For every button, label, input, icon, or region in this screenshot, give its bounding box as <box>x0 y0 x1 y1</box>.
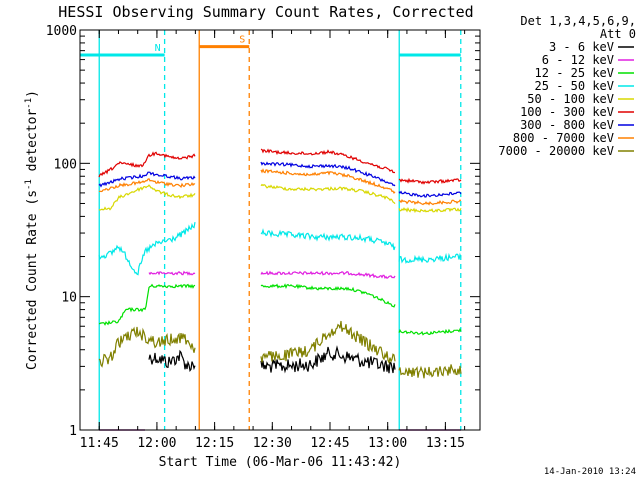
y-axis-label: Corrected Count Rate (s-1 detector-1) <box>24 90 40 370</box>
x-axis: 11:45 12:00 12:15 12:30 12:45 13:00 13:15 <box>79 30 466 451</box>
legend-label-4: 50 - 100 keV <box>527 92 614 106</box>
x-tick-label-2: 12:15 <box>195 436 234 451</box>
legend-header-detectors: Det 1,3,4,5,6,9, <box>520 14 636 28</box>
y-axis-label-mid: detector <box>25 109 40 180</box>
legend-label-2: 12 - 25 keV <box>535 66 614 80</box>
x-tick-label-1: 12:00 <box>137 436 176 451</box>
legend-label-5: 100 - 300 keV <box>520 105 614 119</box>
y-axis-label-sup2: -1 <box>24 98 34 109</box>
series-line-6-segment-1 <box>260 161 396 187</box>
series-line-2-segment-0 <box>98 283 196 326</box>
legend-label-0: 3 - 6 keV <box>549 40 614 54</box>
series-line-0-segment-1 <box>148 349 196 372</box>
interval-label-0: N <box>155 43 161 54</box>
series-line-4-segment-1 <box>260 183 396 205</box>
series-line-1-segment-1 <box>148 270 196 276</box>
x-tick-label-6: 13:15 <box>426 436 465 451</box>
series-line-0-segment-2 <box>260 345 396 374</box>
x-axis-label: Start Time (06-Mar-06 11:43:42) <box>159 455 402 470</box>
series-line-7-segment-1 <box>260 168 396 194</box>
series-line-4-segment-2 <box>398 207 462 214</box>
series-line-7-segment-2 <box>398 198 462 206</box>
plot-frame <box>79 29 481 431</box>
y-axis: 1 10 100 1000 <box>46 24 480 439</box>
series-line-2-segment-1 <box>260 283 396 308</box>
legend-label-3: 25 - 50 keV <box>535 79 614 93</box>
series-line-8-segment-0 <box>98 326 196 368</box>
interval-label-2: S <box>239 35 245 46</box>
y-axis-label-end: ) <box>25 90 40 98</box>
series-line-5-segment-1 <box>260 148 395 174</box>
x-tick-label-3: 12:30 <box>253 436 292 451</box>
plot-area: NS <box>80 30 462 431</box>
series-line-5-segment-2 <box>398 177 462 185</box>
series-line-6-segment-2 <box>398 190 462 198</box>
series-line-3-segment-1 <box>260 228 396 251</box>
x-tick-label-4: 12:45 <box>310 436 349 451</box>
y-tick-label-0: 1 <box>69 424 77 439</box>
y-tick-label-2: 100 <box>54 157 77 172</box>
x-tick-label-5: 13:00 <box>368 436 407 451</box>
series-line-8-segment-2 <box>398 364 462 379</box>
generation-date: 14-Jan-2010 13:24 <box>544 467 636 477</box>
series-line-5-segment-0 <box>98 151 196 178</box>
y-axis-label-sup1: -1 <box>24 179 34 190</box>
series-line-3-segment-2 <box>398 252 462 264</box>
series-line-8-segment-1 <box>260 320 396 365</box>
y-tick-label-1: 10 <box>61 291 77 306</box>
x-tick-label-0: 11:45 <box>80 436 119 451</box>
series-line-1-segment-2 <box>260 270 396 280</box>
series-line-4-segment-0 <box>98 184 196 211</box>
legend-header-attenuator: Att 0 <box>600 27 636 41</box>
legend-label-7: 800 - 7000 keV <box>513 131 614 145</box>
legend-label-8: 7000 - 20000 keV <box>498 144 614 158</box>
series-line-3-segment-0 <box>98 221 196 276</box>
series-line-2-segment-2 <box>398 327 462 336</box>
chart-title: HESSI Observing Summary Count Rates, Cor… <box>58 3 473 21</box>
legend-label-1: 6 - 12 keV <box>542 53 614 67</box>
series-line-7-segment-0 <box>98 178 196 193</box>
y-axis-label-main: Corrected Count Rate (s <box>25 190 40 370</box>
y-tick-label-3: 1000 <box>46 24 77 39</box>
series-line-6-segment-0 <box>98 171 196 188</box>
legend-label-6: 300 - 800 keV <box>520 118 614 132</box>
